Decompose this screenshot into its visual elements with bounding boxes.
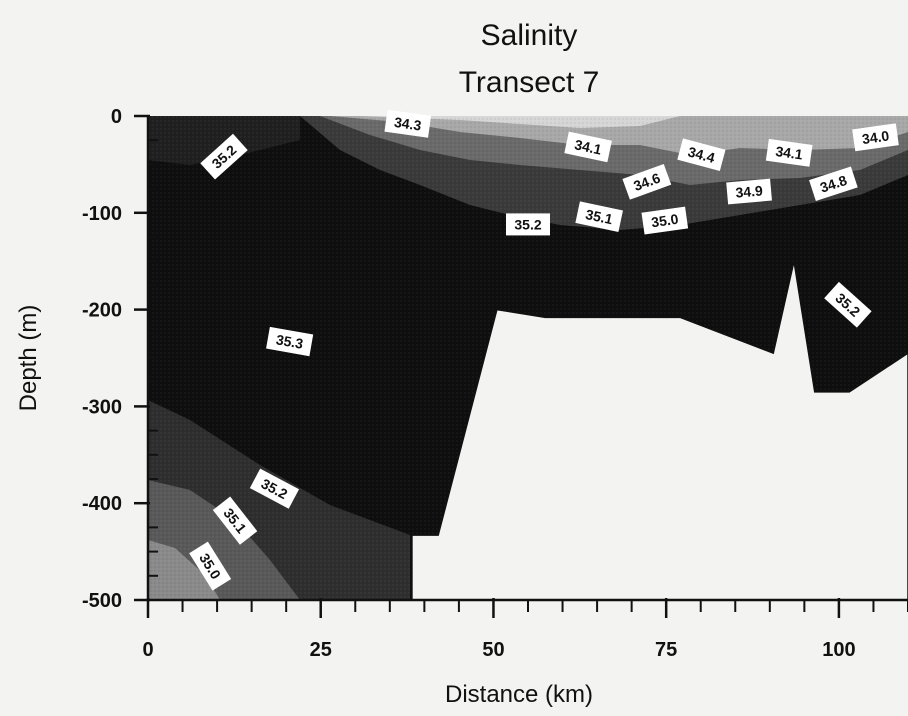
y-tick-label: -500	[82, 590, 122, 612]
contour-label-text: 34.1	[775, 143, 804, 163]
y-tick-label: -400	[82, 493, 122, 515]
contour-label: 34.1	[564, 131, 612, 163]
contour-label-box	[249, 468, 300, 509]
contour-label: 34.0	[852, 123, 899, 152]
contour-label-box	[189, 541, 232, 591]
x-tick-label: 50	[482, 639, 504, 661]
seafloor-mask	[411, 261, 908, 601]
x-tick-label: 25	[310, 639, 332, 661]
contour-label-box	[765, 138, 813, 167]
contour-label-text: 35.3	[275, 331, 305, 352]
contour-label-text: 34.1	[573, 136, 603, 157]
axes: 0 -100 -200 -300 -400 -500 0 25 50 75 100	[82, 106, 908, 661]
contour-label-text: 34.3	[393, 114, 422, 134]
y-tick-label: -100	[82, 203, 122, 225]
x-tick-label: 0	[142, 639, 153, 661]
x-tick-label: 75	[655, 639, 677, 661]
chart-title: Salinity	[481, 19, 578, 52]
contour-label-box	[641, 206, 689, 235]
contour-label-box	[726, 178, 772, 205]
contour-label: 35.1	[575, 201, 623, 233]
contour-label-text: 35.2	[514, 216, 541, 232]
y-tick-label: -300	[82, 396, 122, 418]
contour-label-text: 35.1	[584, 206, 614, 227]
contour-label: 34.8	[809, 166, 858, 202]
x-tick-label: 100	[822, 639, 855, 661]
contour-label: 34.1	[765, 138, 813, 167]
contour-label-text: 34.4	[686, 143, 717, 166]
contour-label-box	[506, 213, 550, 236]
contour-label-text: 34.9	[735, 182, 764, 200]
contour-label-box	[200, 133, 248, 180]
contour-label: 34.9	[726, 178, 772, 205]
contour-label: 34.3	[384, 109, 432, 138]
contour-label-box	[622, 163, 672, 200]
contour-label-box	[824, 281, 872, 328]
contour-label-box	[575, 201, 623, 233]
contour-label: 35.0	[641, 206, 689, 235]
contour-label-box	[564, 131, 612, 163]
contour-label: 35.2	[506, 213, 550, 236]
contour-label: 35.3	[266, 326, 314, 357]
y-tick-label: -200	[82, 300, 122, 322]
contour-label-box	[384, 109, 432, 138]
y-axis-title: Depth (m)	[15, 305, 42, 412]
contour-label-box	[266, 326, 314, 357]
chart-subtitle: Transect 7	[459, 66, 600, 99]
contour-label-text: 34.0	[861, 127, 890, 147]
contour-label-box	[809, 166, 858, 202]
x-axis-title: Distance (km)	[445, 681, 593, 708]
contour-label-text: 35.0	[650, 211, 679, 231]
y-tick-label: 0	[111, 106, 122, 128]
contour-label-box	[212, 496, 258, 545]
contour-label-box	[852, 123, 899, 152]
